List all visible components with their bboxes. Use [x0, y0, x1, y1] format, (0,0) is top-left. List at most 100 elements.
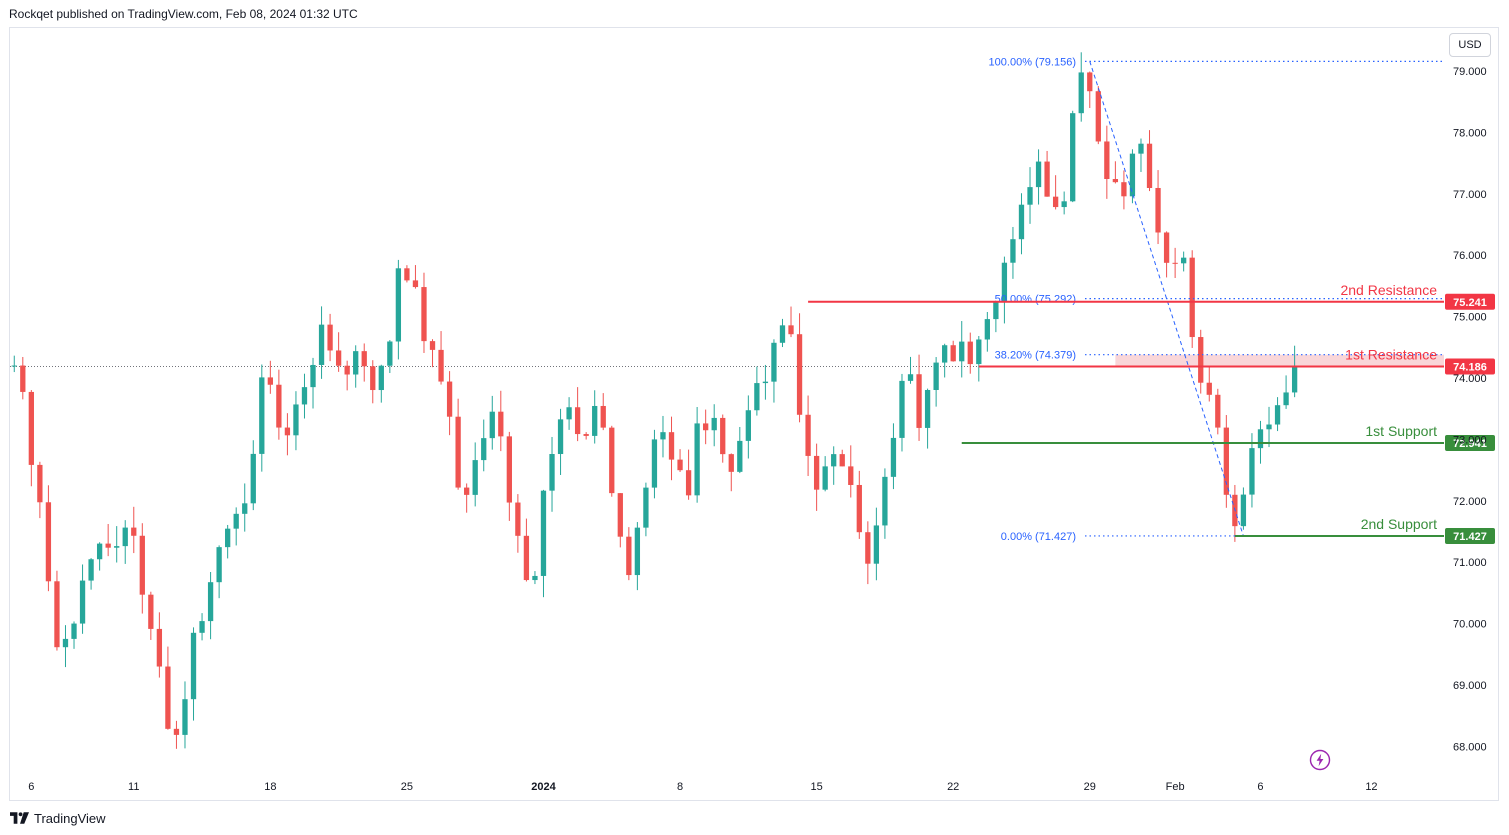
candle-body: [335, 350, 342, 366]
candle-body: [728, 454, 734, 472]
candle-body: [737, 440, 743, 472]
candle-body: [754, 383, 760, 411]
candle-body: [1010, 239, 1016, 263]
candle-body: [1181, 257, 1187, 264]
candle-body: [327, 324, 333, 351]
time-tick-label: 2024: [531, 781, 556, 793]
publisher-header: Rockqet published on TradingView.com, Fe…: [9, 7, 358, 21]
time-tick-label: 12: [1365, 781, 1377, 793]
candle-body: [788, 325, 794, 335]
candlestick-series: [11, 52, 1298, 749]
candle-body: [549, 454, 555, 491]
candle-body: [720, 417, 726, 455]
candle-body: [1155, 187, 1161, 233]
candle-body: [1070, 113, 1076, 202]
candle-body: [762, 381, 769, 384]
candle-body: [122, 527, 128, 547]
candle-body: [1138, 143, 1144, 154]
fibonacci-retracement: 100.00% (79.156) 50.00% (75.292) 38.20% (7…: [989, 56, 1444, 543]
price-tick-label: 74.000: [1453, 373, 1487, 385]
candle-body: [404, 268, 410, 281]
candle-body: [1112, 179, 1119, 183]
resistance-zone-rect: [1115, 354, 1444, 367]
candle-body: [643, 487, 649, 528]
resistance-zone: [1115, 354, 1444, 367]
footer-brand[interactable]: TradingView: [34, 810, 106, 826]
candle-body: [924, 389, 931, 428]
candle-body: [242, 503, 248, 514]
candle-body: [771, 342, 777, 382]
candle-body: [1104, 141, 1110, 180]
candle-body: [1189, 257, 1195, 338]
time-tick-label: 8: [677, 781, 683, 793]
time-tick-label: 15: [811, 781, 823, 793]
candle-body: [276, 384, 282, 428]
level-price-tag: [1445, 293, 1495, 310]
level-name-label: 1st Resistance: [1345, 347, 1437, 363]
candle-body: [1291, 366, 1298, 393]
level-price-label: 75.241: [1453, 297, 1487, 309]
candle-body: [190, 632, 197, 700]
candle-body: [882, 476, 888, 526]
candle-body: [685, 470, 692, 496]
level-name-label: 1st Support: [1365, 423, 1437, 439]
candle-body: [318, 324, 325, 365]
candle-body: [1095, 91, 1101, 142]
time-axis: 6 11 18 25 2024 8 15 22 29 Feb 6 12: [28, 781, 1377, 793]
candle-body: [498, 411, 504, 437]
fib-trend-line: [1089, 61, 1244, 537]
candle-body: [1266, 424, 1272, 430]
candle-body: [370, 366, 376, 391]
candle-body: [574, 407, 581, 435]
candle-body: [677, 459, 683, 471]
candle-body: [600, 405, 606, 428]
candle-body: [344, 365, 350, 375]
candle-body: [131, 527, 137, 536]
price-tick-label: 71.000: [1453, 557, 1487, 569]
candle-body: [634, 527, 641, 576]
candle-body: [1061, 201, 1067, 208]
candle-body: [216, 547, 222, 583]
candle-body: [1052, 196, 1059, 208]
price-tick-label: 75.000: [1453, 312, 1487, 324]
time-tick-label: 18: [264, 781, 276, 793]
candle-body: [1078, 72, 1084, 114]
time-tick-label: 22: [947, 781, 959, 793]
candle-body: [890, 437, 897, 477]
candle-body: [148, 594, 154, 629]
candle-body: [557, 419, 564, 455]
candle-body: [1146, 143, 1153, 188]
candle-body: [20, 365, 26, 392]
currency-button[interactable]: USD: [1449, 33, 1491, 57]
candle-body: [481, 438, 487, 461]
candle-body: [472, 460, 478, 495]
candle-body: [353, 351, 359, 375]
level-price-label: 71.427: [1453, 531, 1487, 543]
price-tick-label: 70.000: [1453, 619, 1487, 631]
candle-body: [1129, 153, 1136, 197]
candle-body: [455, 416, 461, 488]
candle-body: [114, 546, 120, 548]
support-resistance-levels: 2nd Resistance 75.241 1st Resistance 74.186…: [808, 282, 1495, 544]
candle-body: [711, 417, 717, 431]
level-name-label: 2nd Support: [1361, 516, 1437, 532]
candle-body: [489, 411, 495, 439]
candle-body: [378, 365, 384, 391]
candle-body: [1240, 494, 1247, 527]
candle-body: [813, 455, 820, 490]
tradingview-logo-icon: [10, 812, 29, 824]
candle-body: [233, 513, 239, 529]
candle-body: [831, 454, 837, 467]
time-tick-label: 11: [128, 781, 139, 793]
fib-level-label: 38.20% (74.379): [995, 350, 1076, 362]
candle-body: [856, 484, 862, 533]
chart-frame[interactable]: [9, 27, 1499, 801]
lightning-icon[interactable]: [1309, 749, 1331, 771]
price-tick-label: 69.000: [1453, 680, 1487, 692]
candle-body: [1001, 262, 1008, 303]
candle-body: [651, 439, 658, 488]
candle-body: [1274, 405, 1281, 425]
candle-body: [933, 362, 939, 390]
candle-body: [284, 427, 291, 436]
